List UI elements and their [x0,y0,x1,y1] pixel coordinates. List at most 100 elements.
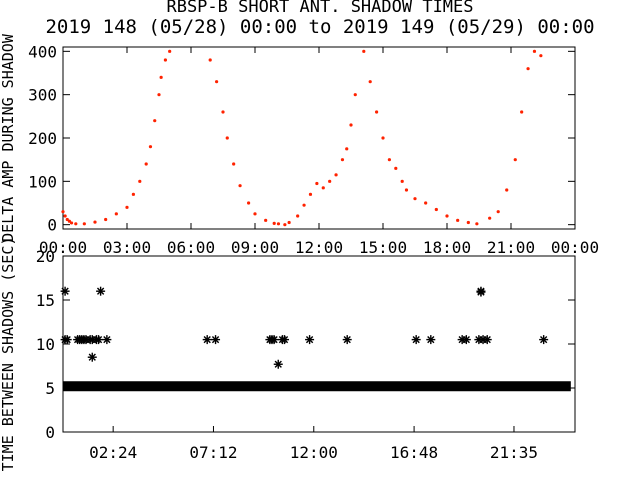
bottom-y-axis-label: TIME BETWEEN SHADOWS (SEC) [0,237,17,472]
top-y-tick-label: 400 [28,42,57,61]
top-data-point [247,201,251,205]
top-data-point [104,217,108,222]
top-data-point [272,221,276,225]
top-data-point [345,147,349,151]
top-data-point [287,220,291,225]
top-data-point [215,80,219,84]
top-data-point [315,181,319,186]
top-data-point [208,58,212,62]
top-data-point [413,197,417,201]
top-data-point [264,218,268,222]
figure-subtitle: 2019 148 (05/28) 00:00 to 2019 149 (05/2… [45,16,594,38]
bottom-panel-time-between-shadows: 02:24 07:12 12:00 16:48 21:35 0 5 10 15 20 TIME BE… [0,237,576,472]
top-data-point [153,119,157,123]
top-y-tick-label: 100 [28,172,57,191]
bottom-data-point [87,352,97,362]
bottom-data-point [273,359,283,369]
top-data-point [445,214,449,218]
top-data-point [138,179,142,183]
top-data-point [340,158,345,162]
top-data-point [125,205,129,209]
top-data-point [375,110,379,114]
bottom-y-tick-label: 15 [36,291,55,310]
top-data-point [400,179,404,183]
top-data-point [163,58,167,62]
top-data-point [362,49,366,53]
bottom-y-tick-label: 10 [36,335,55,354]
top-data-point [328,179,332,183]
top-data-point [238,184,242,188]
top-data-point [539,54,543,58]
bottom-data-point [62,335,72,345]
top-data-point [232,162,236,166]
bottom-x-tick-label: 21:35 [490,443,538,462]
top-data-point [61,210,65,214]
top-x-tick-label: 00:00 [551,238,599,257]
top-y-tick-label: 0 [47,216,57,235]
top-x-tick-label: 21:00 [487,238,535,257]
top-data-point [221,110,225,114]
top-data-point [424,201,428,205]
top-data-point [475,222,479,226]
top-y-tick-label: 200 [28,129,57,148]
top-data-point [82,222,86,226]
bottom-baseline-band [63,381,571,392]
figure-title: RBSP-B SHORT ANT. SHADOW TIMES [166,0,473,17]
bottom-x-tick-label: 12:00 [290,443,338,462]
bottom-y-tick-label: 5 [45,379,55,398]
top-data-point [434,207,438,212]
bottom-data-point [461,335,471,345]
top-data-point [159,75,163,79]
top-data-point [387,158,391,162]
top-data-point [93,220,97,224]
top-data-point [131,192,135,196]
top-data-point [144,162,148,166]
top-data-point [526,67,530,71]
top-y-axis-label: DELTA AMP DURING SHADOW [0,33,17,242]
top-x-tick-label: 12:00 [295,238,343,257]
bottom-data-point [96,286,106,296]
top-data-point [349,123,353,127]
top-plot-frame [62,46,576,230]
bottom-data-point [482,335,492,345]
top-data-point [67,219,71,223]
top-data-point [302,203,306,207]
top-data-point [308,192,313,196]
bottom-x-tick-label: 02:24 [89,443,137,462]
top-data-point [114,212,118,216]
bottom-y-tick-label: 0 [45,423,55,442]
bottom-data-point [411,335,421,345]
top-data-point [276,222,281,226]
top-data-point [532,49,537,53]
bottom-data-point [342,335,352,345]
top-data-point [253,212,257,216]
top-data-point [321,186,325,190]
top-data-point [381,136,385,140]
bottom-data-point [280,335,290,345]
bottom-data-point [202,335,212,345]
bottom-data-point [305,335,315,345]
bottom-data-point [269,335,279,345]
bottom-data-point [60,286,70,296]
top-data-point [505,188,509,192]
top-y-tick-label: 300 [28,86,57,105]
top-data-point [368,80,372,84]
top-data-point [168,49,172,53]
bottom-data-point [426,335,436,345]
top-data-point [65,217,69,222]
top-data-point [283,223,287,227]
top-panel-delta-amp: 00:00 03:00 06:00 09:00 12:00 15:00 18:00 21:00… [0,33,599,257]
bottom-data-point [539,335,549,345]
top-data-point [353,93,357,97]
bottom-data-point [94,335,104,345]
top-data-point [513,158,517,162]
top-x-tick-label: 15:00 [359,238,407,257]
top-data-point [496,210,500,214]
top-x-tick-label: 18:00 [423,238,471,257]
bottom-data-point [102,335,112,345]
bottom-x-tick-label: 16:48 [390,443,438,462]
top-x-tick-label: 00:00 [39,238,87,257]
top-data-point [456,218,460,222]
top-data-point [334,173,338,177]
